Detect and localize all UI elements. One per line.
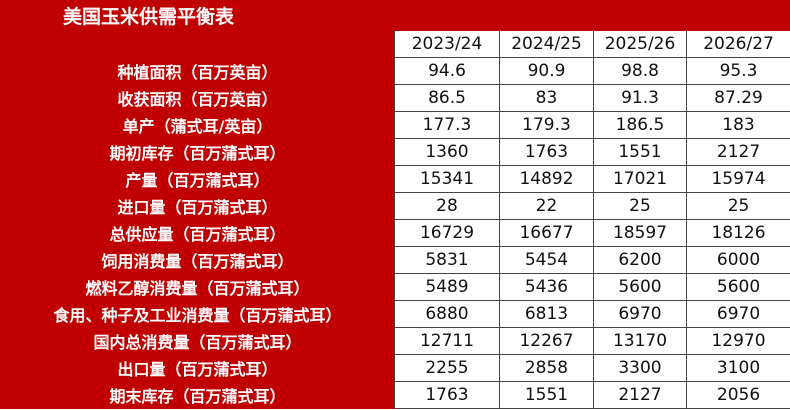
table-cell: 15974	[685, 165, 790, 193]
table-cell: 14892	[499, 165, 594, 193]
table-cell: 13170	[593, 327, 687, 355]
row-label: 总供应量（百万蒲式耳）	[0, 219, 395, 247]
row-label: 燃料乙醇消费量（百万蒲式耳）	[0, 273, 395, 301]
table-title: 美国玉米供需平衡表	[0, 0, 790, 31]
row-label: 国内总消费量（百万蒲式耳）	[0, 327, 395, 355]
table-cell: 87.29	[685, 84, 790, 112]
table-cell: 5831	[394, 246, 500, 274]
row-label: 饲用消费量（百万蒲式耳）	[0, 246, 395, 274]
table-cell: 2255	[394, 354, 500, 382]
row-label: 进口量（百万蒲式耳）	[0, 192, 395, 220]
table-row: 单产（蒲式耳/英亩） 177.3 179.3 186.5 183	[0, 111, 790, 139]
table-cell: 186.5	[593, 111, 687, 139]
table-row: 燃料乙醇消费量（百万蒲式耳） 5489 5436 5600 5600	[0, 273, 790, 301]
table-cell: 6880	[394, 300, 500, 328]
row-label: 期末库存（百万蒲式耳）	[0, 381, 395, 409]
table-cell: 5489	[394, 273, 500, 301]
table-cell: 5436	[499, 273, 594, 301]
table-cell: 91.3	[593, 84, 687, 112]
table-cell: 6813	[499, 300, 594, 328]
table-cell: 17021	[593, 165, 687, 193]
table-cell: 3100	[685, 354, 790, 382]
table-cell: 2056	[685, 381, 790, 409]
table-cell: 25	[593, 192, 687, 220]
row-label: 收获面积（百万英亩）	[0, 84, 395, 112]
table-cell: 86.5	[394, 84, 500, 112]
column-header: 2023/24	[394, 30, 500, 58]
table-row: 期末库存（百万蒲式耳） 1763 1551 2127 2056	[0, 381, 790, 409]
table-row: 国内总消费量（百万蒲式耳） 12711 12267 13170 12970	[0, 327, 790, 355]
header-corner	[0, 30, 395, 58]
table-cell: 6200	[593, 246, 687, 274]
row-label: 单产（蒲式耳/英亩）	[0, 111, 395, 139]
table-row: 食用、种子及工业消费量（百万蒲式耳） 6880 6813 6970 6970	[0, 300, 790, 328]
table-cell: 15341	[394, 165, 500, 193]
table-cell: 2858	[499, 354, 594, 382]
table-row: 进口量（百万蒲式耳） 28 22 25 25	[0, 192, 790, 220]
table-cell: 3300	[593, 354, 687, 382]
table-cell: 2127	[685, 138, 790, 166]
table-cell: 177.3	[394, 111, 500, 139]
table-row: 饲用消费量（百万蒲式耳） 5831 5454 6200 6000	[0, 246, 790, 274]
table-cell: 1763	[499, 138, 594, 166]
table-cell: 95.3	[685, 57, 790, 85]
row-label: 产量（百万蒲式耳）	[0, 165, 395, 193]
title-row: 美国玉米供需平衡表	[0, 0, 790, 31]
table-cell: 2127	[593, 381, 687, 409]
table-cell: 1551	[593, 138, 687, 166]
table-cell: 1360	[394, 138, 500, 166]
header-row: 2023/24 2024/25 2025/26 2026/27	[0, 30, 790, 58]
table-row: 产量（百万蒲式耳） 15341 14892 17021 15974	[0, 165, 790, 193]
column-header: 2025/26	[593, 30, 687, 58]
table-row: 收获面积（百万英亩） 86.5 83 91.3 87.29	[0, 84, 790, 112]
table-cell: 12711	[394, 327, 500, 355]
table-cell: 6970	[593, 300, 687, 328]
table-cell: 83	[499, 84, 594, 112]
table-cell: 28	[394, 192, 500, 220]
table-cell: 179.3	[499, 111, 594, 139]
table-cell: 25	[685, 192, 790, 220]
table-cell: 12267	[499, 327, 594, 355]
table-cell: 16729	[394, 219, 500, 247]
table-row: 种植面积（百万英亩） 94.6 90.9 98.8 95.3	[0, 57, 790, 85]
column-header: 2026/27	[685, 30, 790, 58]
table-cell: 5600	[593, 273, 687, 301]
table-cell: 5600	[685, 273, 790, 301]
table-cell: 18597	[593, 219, 687, 247]
table-cell: 90.9	[499, 57, 594, 85]
table-row: 期初库存（百万蒲式耳） 1360 1763 1551 2127	[0, 138, 790, 166]
table-row: 出口量（百万蒲式耳） 2255 2858 3300 3100	[0, 354, 790, 382]
table-cell: 1763	[394, 381, 500, 409]
table-cell: 12970	[685, 327, 790, 355]
row-label: 出口量（百万蒲式耳）	[0, 354, 395, 382]
table-cell: 98.8	[593, 57, 687, 85]
table-cell: 5454	[499, 246, 594, 274]
row-label: 食用、种子及工业消费量（百万蒲式耳）	[0, 300, 395, 328]
table-row: 总供应量（百万蒲式耳） 16729 16677 18597 18126	[0, 219, 790, 247]
table-cell: 1551	[499, 381, 594, 409]
table-cell: 22	[499, 192, 594, 220]
column-header: 2024/25	[499, 30, 594, 58]
row-label: 期初库存（百万蒲式耳）	[0, 138, 395, 166]
table-cell: 16677	[499, 219, 594, 247]
table-cell: 18126	[685, 219, 790, 247]
table-cell: 94.6	[394, 57, 500, 85]
row-label: 种植面积（百万英亩）	[0, 57, 395, 85]
table-cell: 183	[685, 111, 790, 139]
table-cell: 6000	[685, 246, 790, 274]
table-cell: 6970	[685, 300, 790, 328]
